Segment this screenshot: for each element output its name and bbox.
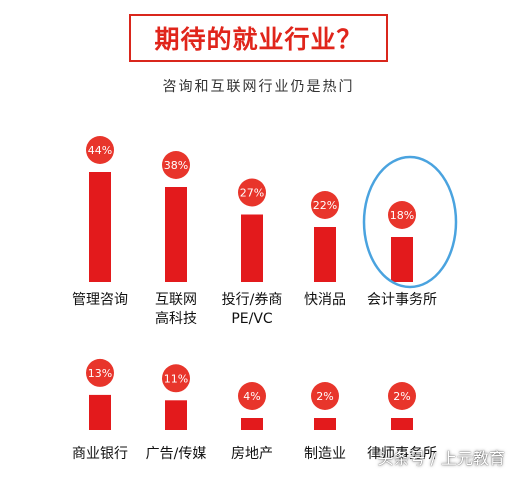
value-circle [311, 382, 339, 410]
value-circle [238, 382, 266, 410]
category-label: 管理咨询 [72, 292, 128, 308]
bar [241, 214, 263, 282]
bar [391, 418, 413, 430]
data-label: 4% [243, 390, 260, 403]
category-label: 高科技 [155, 310, 197, 327]
data-label: 2% [393, 390, 410, 403]
data-label: 27% [240, 187, 264, 200]
bar [165, 400, 187, 430]
category-label: 制造业 [304, 446, 346, 462]
category-label: 快消品 [304, 292, 346, 308]
category-label: 广告/传媒 [146, 446, 207, 462]
category-label: 律师事务所 [367, 446, 437, 462]
watermark: 头条号 / 上元教育 [377, 449, 505, 468]
data-label: 11% [164, 372, 188, 385]
category-label: PE/VC [231, 311, 273, 327]
category-label: 互联网 [155, 292, 197, 308]
value-circle [86, 136, 114, 164]
value-circle [238, 178, 266, 207]
category-label: 房地产 [231, 446, 273, 462]
category-label: 投行/券商 [222, 292, 283, 308]
title-box: 期待的就业行业？ [129, 14, 388, 62]
bar [241, 418, 263, 430]
bar [89, 172, 111, 282]
value-circle [162, 151, 190, 179]
data-label: 2% [316, 390, 333, 403]
value-circle [388, 382, 416, 410]
value-circle [388, 201, 416, 229]
bar [89, 394, 111, 430]
bar [314, 227, 336, 282]
highlight-ellipse [362, 155, 458, 289]
data-label: 44% [88, 144, 112, 157]
data-label: 13% [88, 367, 112, 380]
category-label: 会计事务所 [367, 292, 437, 308]
category-label: 商业银行 [72, 446, 128, 462]
page-subtitle: 咨询和互联网行业仍是热门 [162, 79, 355, 95]
bar [165, 187, 187, 282]
value-circle [86, 358, 114, 387]
value-circle [311, 191, 339, 219]
data-label: 18% [390, 209, 414, 222]
page-title: 期待的就业行业？ [154, 25, 363, 54]
bar [391, 237, 413, 282]
data-label: 38% [164, 159, 188, 172]
data-label: 22% [313, 199, 337, 212]
value-circle [162, 364, 190, 393]
bar [314, 418, 336, 430]
